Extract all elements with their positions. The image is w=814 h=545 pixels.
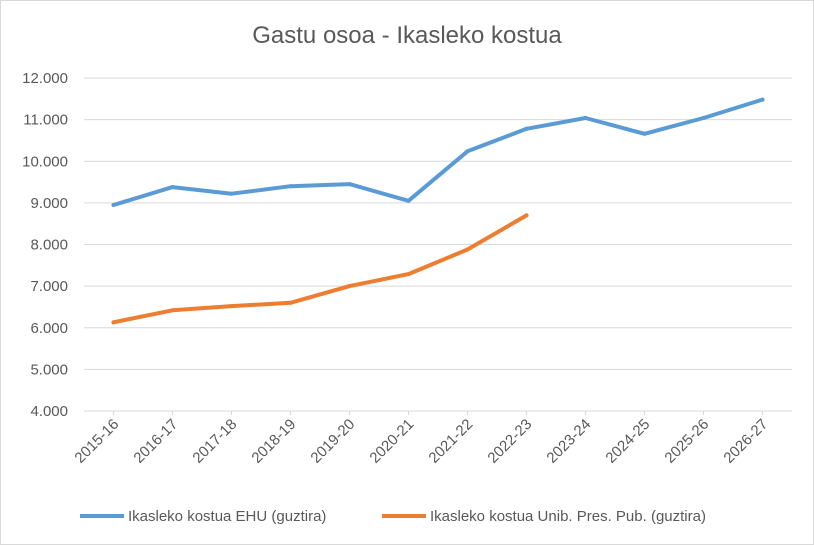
data-point — [406, 198, 411, 203]
series-line-0 — [111, 97, 765, 207]
y-tick-label: 12.000 — [22, 70, 68, 87]
data-point — [642, 131, 647, 136]
data-point — [111, 320, 116, 325]
data-point — [465, 247, 470, 252]
x-tick-label: 2018-19 — [248, 416, 299, 467]
data-point — [524, 126, 529, 131]
data-point — [170, 185, 175, 190]
chart-title: Gastu osoa - Ikasleko kostua — [252, 22, 562, 49]
x-tick-label: 2015-16 — [71, 416, 122, 467]
x-tick-label: 2019-20 — [307, 416, 358, 467]
data-point — [583, 115, 588, 120]
legend-label-ehu: Ikasleko kostua EHU (guztira) — [128, 507, 327, 525]
x-tick-label: 2016-17 — [130, 416, 181, 467]
legend-item-unib: Ikasleko kostua Unib. Pres. Pub. (guztir… — [382, 504, 706, 528]
legend-item-ehu: Ikasleko kostua EHU (guztira) — [80, 504, 326, 528]
y-tick-label: 5.000 — [30, 361, 68, 378]
x-tick-label: 2020-21 — [366, 416, 417, 467]
y-tick-label: 7.000 — [30, 278, 68, 295]
data-point — [288, 184, 293, 189]
legend-swatch-unib — [382, 514, 426, 518]
x-tick-label: 2021-22 — [425, 416, 476, 467]
legend: Ikasleko kostua EHU (guztira) Ikasleko k… — [0, 504, 814, 528]
series-line-1 — [111, 213, 529, 325]
data-point — [406, 272, 411, 277]
data-point — [111, 202, 116, 207]
series-lines — [111, 97, 765, 325]
x-tick-label: 2023-24 — [543, 416, 594, 467]
legend-swatch-ehu — [80, 514, 124, 518]
data-point — [760, 97, 765, 102]
y-tick-label: 8.000 — [30, 237, 68, 254]
data-point — [524, 213, 529, 218]
data-point — [229, 304, 234, 309]
x-axis-tick-labels: 2015-16 2016-17 2017-18 2018-19 2019-20 2020-… — [71, 416, 771, 467]
data-point — [170, 308, 175, 313]
data-point — [288, 300, 293, 305]
x-tick-label: 2026-27 — [720, 416, 771, 467]
y-axis-tick-labels: 4.000 5.000 6.000 7.000 8.000 9.000 10.000 11.0… — [22, 70, 68, 420]
y-tick-label: 10.000 — [22, 153, 68, 170]
y-tick-label: 6.000 — [30, 320, 68, 337]
data-point — [347, 182, 352, 187]
data-point — [229, 191, 234, 196]
x-tick-label: 2025-26 — [661, 416, 712, 467]
data-point — [701, 115, 706, 120]
legend-label-unib: Ikasleko kostua Unib. Pres. Pub. (guztir… — [430, 507, 706, 525]
x-tick-label: 2017-18 — [189, 416, 240, 467]
y-tick-label: 4.000 — [30, 403, 68, 420]
x-tick-label: 2022-23 — [484, 416, 535, 467]
grid-lines — [84, 77, 792, 415]
y-tick-label: 9.000 — [30, 195, 68, 212]
data-point — [465, 149, 470, 154]
y-tick-label: 11.000 — [23, 112, 68, 129]
x-tick-label: 2024-25 — [602, 416, 653, 467]
data-point — [347, 284, 352, 289]
